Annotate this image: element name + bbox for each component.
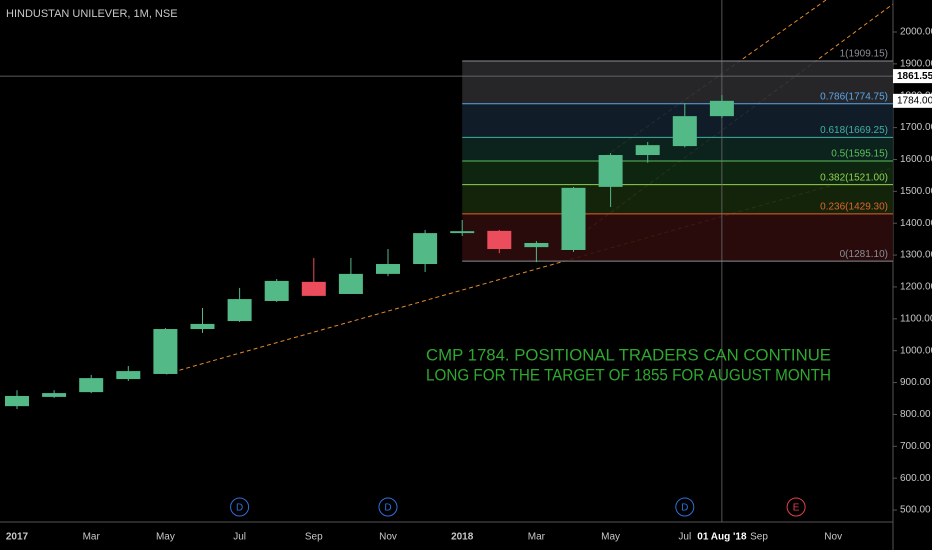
y-tick-label: 1600.00 <box>900 154 932 165</box>
last-price-box <box>893 93 932 108</box>
y-tick-label: 500.00 <box>900 505 931 516</box>
candle-body <box>79 378 104 393</box>
x-tick-label: Jul <box>678 532 691 543</box>
candle-body <box>450 231 475 234</box>
annotation: LONG FOR THE TARGET OF 1855 FOR AUGUST M… <box>426 365 831 384</box>
fib-zone <box>462 213 893 262</box>
y-tick-label: 2000.00 <box>900 27 932 38</box>
trend-line <box>559 3 894 251</box>
x-tick-label: Mar <box>83 532 101 543</box>
y-tick-label: 700.00 <box>900 441 931 452</box>
fib-label: 0.618(1669.25) <box>820 125 888 136</box>
event-label: D <box>384 503 391 514</box>
event-marker <box>675 497 695 517</box>
event-marker <box>230 497 250 517</box>
event-label: E <box>793 503 800 514</box>
event-marker <box>378 497 398 517</box>
fib-label: 1(1909.15) <box>840 49 888 60</box>
fib-zone <box>462 137 893 162</box>
candle-body <box>116 371 141 380</box>
chart-title: HINDUSTAN UNILEVER, 1M, NSE <box>6 8 178 20</box>
x-tick-label: Mar <box>528 532 546 543</box>
candle-body <box>376 264 400 274</box>
candle-body <box>301 281 326 296</box>
fib-zone <box>462 184 893 214</box>
crosshair-y-label: 1861.55 <box>897 71 932 82</box>
y-tick-label: 1300.00 <box>900 250 932 261</box>
candle-body <box>487 230 512 250</box>
x-tick-label: Nov <box>824 532 842 543</box>
candle-body <box>153 329 178 374</box>
y-tick-label: 1900.00 <box>900 59 932 70</box>
y-tick-label: 1200.00 <box>900 282 932 293</box>
y-tick-label: 1400.00 <box>900 218 932 229</box>
event-label: D <box>681 503 688 514</box>
x-tick-label: Sep <box>750 532 768 543</box>
last-price-label: 1784.00 <box>897 95 932 106</box>
candle-body <box>227 299 252 322</box>
y-tick-label: 1000.00 <box>900 345 932 356</box>
x-tick-label: 2017 <box>6 532 29 543</box>
crosshair-x-box <box>693 528 750 544</box>
x-tick-label: May <box>156 532 175 543</box>
y-tick-label: 800.00 <box>900 409 931 420</box>
x-tick-label: Jul <box>233 532 246 543</box>
fib-label: 0.786(1774.75) <box>820 91 888 102</box>
candle-body <box>561 187 586 250</box>
fib-zone <box>462 161 893 185</box>
y-tick-label: 600.00 <box>900 473 931 484</box>
candle-body <box>413 233 438 265</box>
y-tick-label: 1100.00 <box>900 313 932 324</box>
fib-label: 0.382(1521.00) <box>820 172 888 183</box>
candle-body <box>190 323 215 330</box>
fib-label: 0.236(1429.30) <box>820 202 888 213</box>
candle-body <box>5 395 29 407</box>
x-tick-label: Sep <box>305 532 323 543</box>
x-tick-label: 2018 <box>451 532 474 543</box>
candle-body <box>672 116 697 147</box>
fib-zone <box>462 60 893 104</box>
candle-body <box>264 280 289 301</box>
fib-label: 0(1281.10) <box>840 249 888 260</box>
event-label: D <box>236 503 243 514</box>
crosshair-y-box <box>893 69 932 84</box>
candle-body <box>524 242 549 248</box>
fib-label: 0.5(1595.15) <box>831 149 888 160</box>
y-tick-label: 900.00 <box>900 377 931 388</box>
crosshair-x-label: 01 Aug '18 <box>697 532 747 543</box>
x-tick-label: May <box>601 532 620 543</box>
candle-body <box>635 145 660 156</box>
event-marker <box>786 497 806 517</box>
candle-body <box>42 393 67 397</box>
y-tick-label: 1700.00 <box>900 122 932 133</box>
candle-body <box>598 155 623 187</box>
annotation: CMP 1784. POSITIONAL TRADERS CAN CONTINU… <box>426 345 831 364</box>
x-tick-label: Nov <box>379 532 397 543</box>
candle-body <box>709 100 734 117</box>
y-tick-label: 1500.00 <box>900 186 932 197</box>
candle-body <box>338 273 363 294</box>
